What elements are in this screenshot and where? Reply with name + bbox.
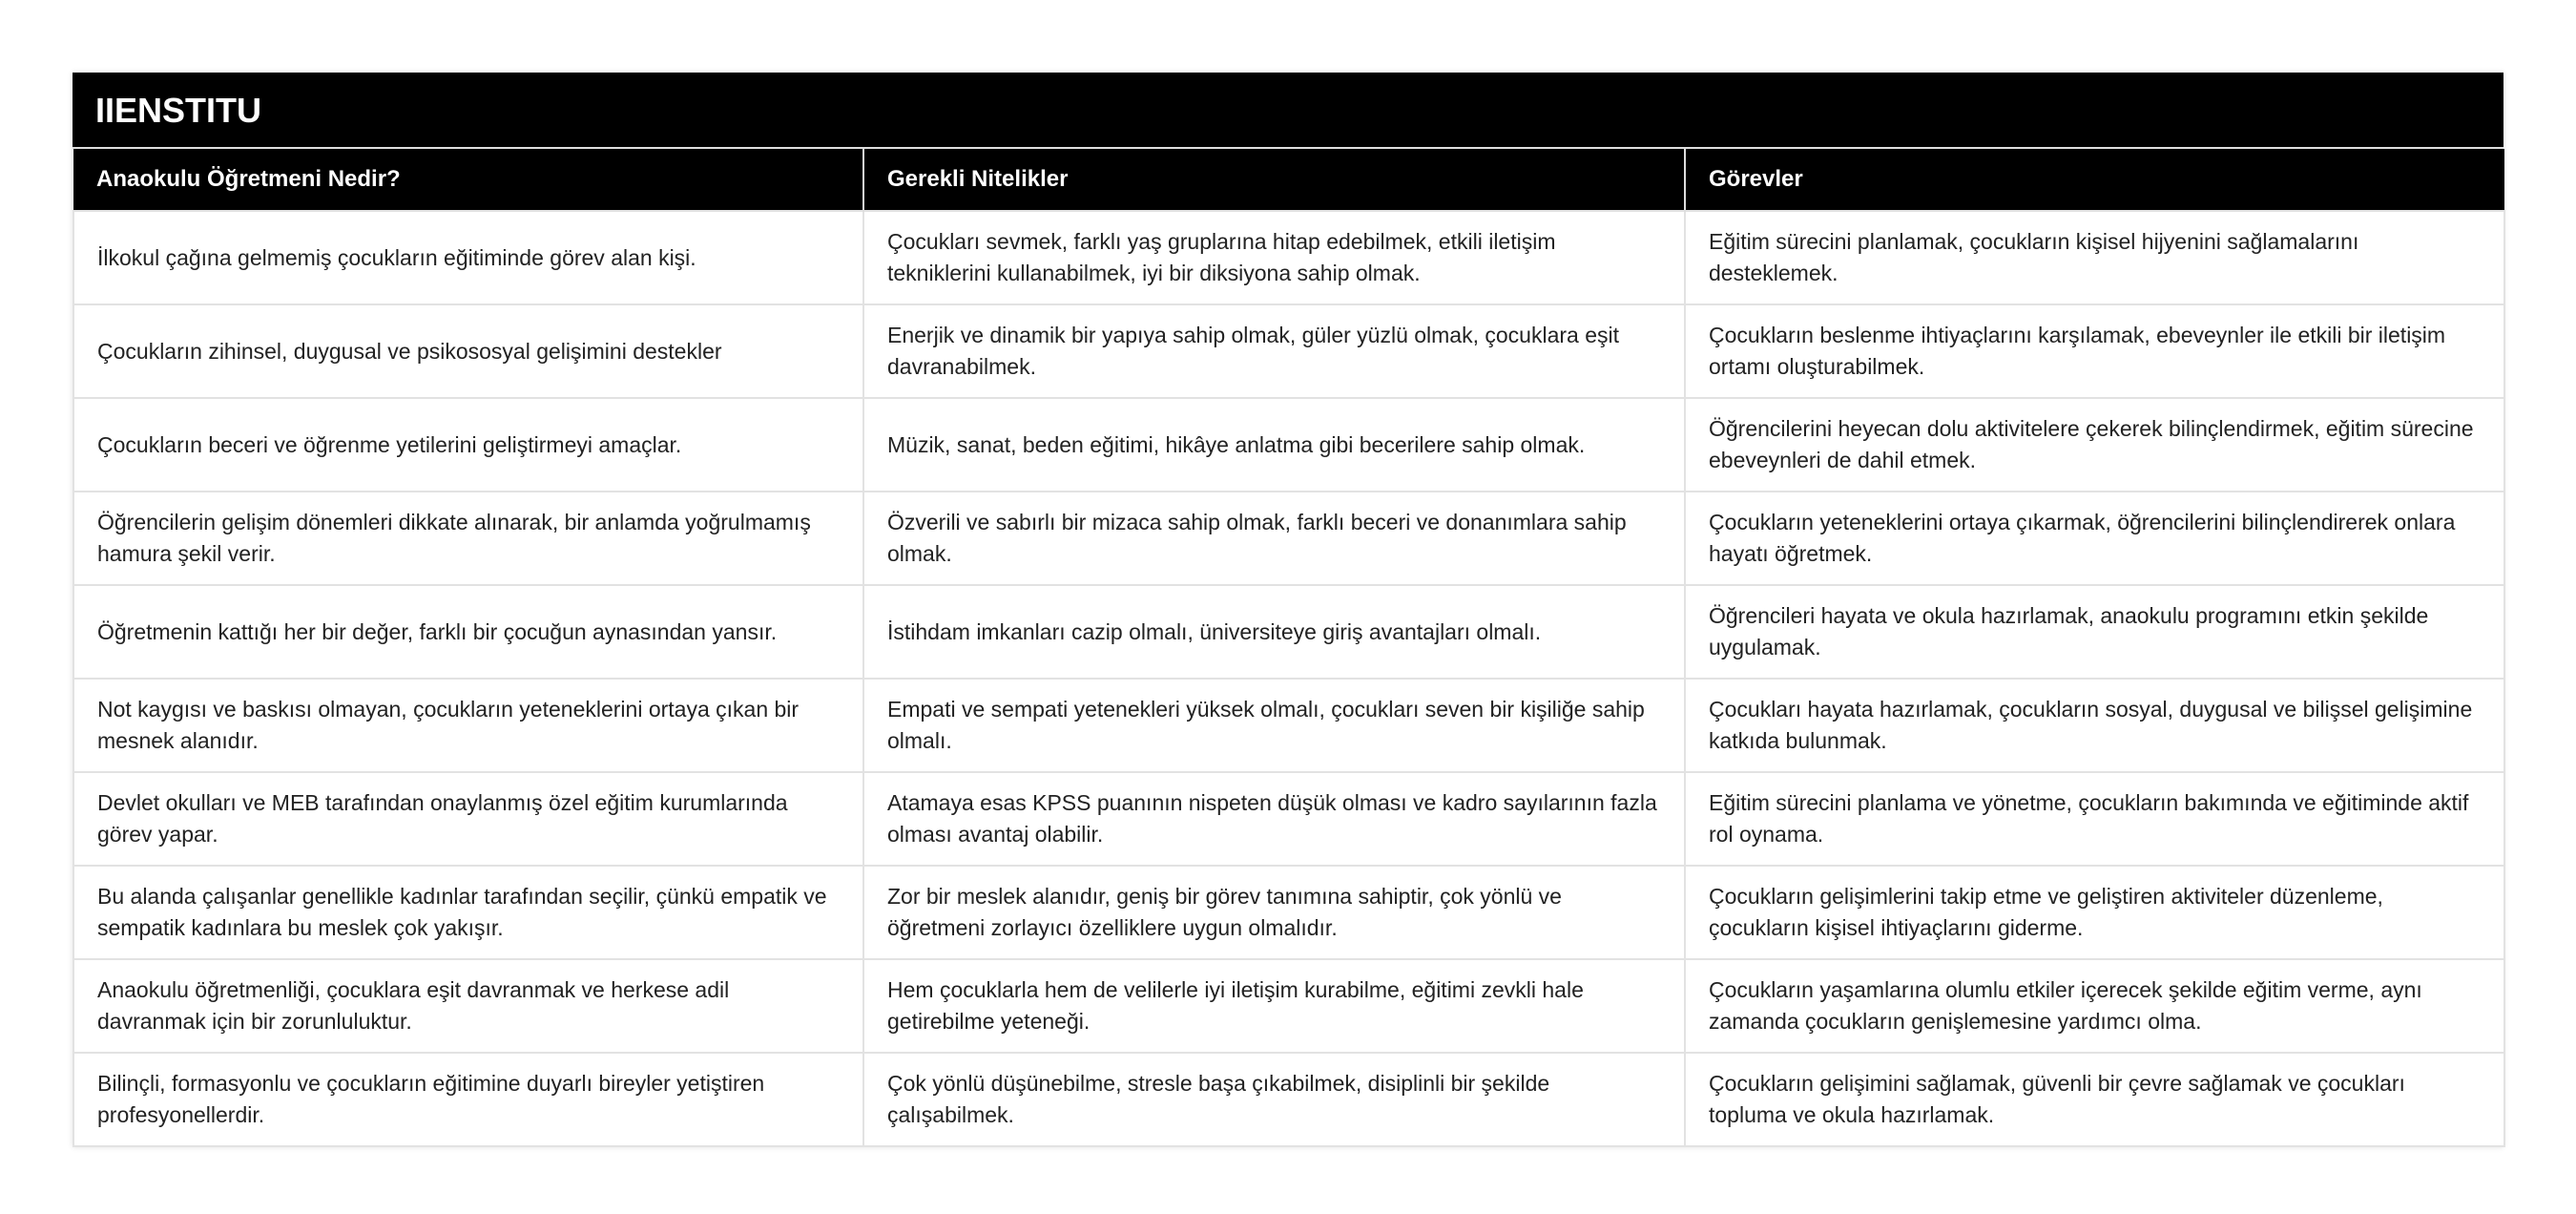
table-cell: Not kaygısı ve baskısı olmayan, çocuklar… (73, 678, 864, 773)
data-table: Anaokulu Öğretmeni Nedir? Gerekli Niteli… (73, 149, 2505, 1147)
table-cell: Çocukların beslenme ihtiyaçlarını karşıl… (1684, 304, 2505, 399)
table-row: Öğrencilerin gelişim dönemleri dikkate a… (73, 491, 2505, 586)
table-cell: Öğretmenin kattığı her bir değer, farklı… (73, 584, 864, 680)
column-header: Gerekli Nitelikler (863, 149, 1686, 211)
table-cell: Zor bir meslek alanıdır, geniş bir görev… (862, 865, 1686, 960)
column-header: Anaokulu Öğretmeni Nedir? (73, 149, 864, 211)
table-cell: Empati ve sempati yetenekleri yüksek olm… (862, 678, 1686, 773)
table-cell: Atamaya esas KPSS puanının nispeten düşü… (862, 771, 1686, 867)
table-cell: Özverili ve sabırlı bir mizaca sahip olm… (862, 491, 1686, 586)
table-cell: Çocukların yaşamlarına olumlu etkiler iç… (1684, 958, 2505, 1054)
table-cell: Çocukların beceri ve öğrenme yetilerini … (73, 397, 864, 492)
table-row: Bu alanda çalışanlar genellikle kadınlar… (73, 865, 2505, 960)
header-row: Anaokulu Öğretmeni Nedir? Gerekli Niteli… (73, 149, 2504, 211)
table-cell: Müzik, sanat, beden eğitimi, hikâye anla… (862, 397, 1686, 492)
column-header: Görevler (1685, 149, 2504, 211)
table-row: Not kaygısı ve baskısı olmayan, çocuklar… (73, 678, 2505, 773)
table-cell: Çocukları sevmek, farklı yaş gruplarına … (862, 210, 1686, 305)
table-cell: Öğrencileri hayata ve okula hazırlamak, … (1684, 584, 2505, 680)
table-cell: Bu alanda çalışanlar genellikle kadınlar… (73, 865, 864, 960)
table-cell: Eğitim sürecini planlamak, çocukların ki… (1684, 210, 2505, 305)
table-cell: Eğitim sürecini planlama ve yönetme, çoc… (1684, 771, 2505, 867)
table-row: Çocukların zihinsel, duygusal ve psikoso… (73, 304, 2505, 399)
table-cell: Öğrencilerin gelişim dönemleri dikkate a… (73, 491, 864, 586)
table-cell: Devlet okulları ve MEB tarafından onayla… (73, 771, 864, 867)
table-cell: İlkokul çağına gelmemiş çocukların eğiti… (73, 210, 864, 305)
table-row: Bilinçli, formasyonlu ve çocukların eğit… (73, 1052, 2505, 1147)
table-cell: Çocukların zihinsel, duygusal ve psikoso… (73, 304, 864, 399)
table-cell: Hem çocuklarla hem de velilerle iyi ilet… (862, 958, 1686, 1054)
table-cell: İstihdam imkanları cazip olmalı, ünivers… (862, 584, 1686, 680)
table-cell: Çocukların yeteneklerini ortaya çıkarmak… (1684, 491, 2505, 586)
table-row: Öğretmenin kattığı her bir değer, farklı… (73, 584, 2505, 680)
table-cell: Çocukların gelişimlerini takip etme ve g… (1684, 865, 2505, 960)
table-cell: Öğrencilerini heyecan dolu aktivitelere … (1684, 397, 2505, 492)
table-title: IIENSTITU (73, 73, 2503, 149)
table-row: Anaokulu öğretmenliği, çocuklara eşit da… (73, 958, 2505, 1054)
table-row: Çocukların beceri ve öğrenme yetilerini … (73, 397, 2505, 492)
table-cell: Bilinçli, formasyonlu ve çocukların eğit… (73, 1052, 864, 1147)
table-row: Devlet okulları ve MEB tarafından onayla… (73, 771, 2505, 867)
table-cell: Çok yönlü düşünebilme, stresle başa çıka… (862, 1052, 1686, 1147)
table-cell: Anaokulu öğretmenliği, çocuklara eşit da… (73, 958, 864, 1054)
table-cell: Enerjik ve dinamik bir yapıya sahip olma… (862, 304, 1686, 399)
table-row: İlkokul çağına gelmemiş çocukların eğiti… (73, 210, 2505, 305)
info-table-card: IIENSTITU Anaokulu Öğretmeni Nedir? Gere… (73, 73, 2505, 1147)
table-cell: Çocukları hayata hazırlamak, çocukların … (1684, 678, 2505, 773)
table-cell: Çocukların gelişimini sağlamak, güvenli … (1684, 1052, 2505, 1147)
